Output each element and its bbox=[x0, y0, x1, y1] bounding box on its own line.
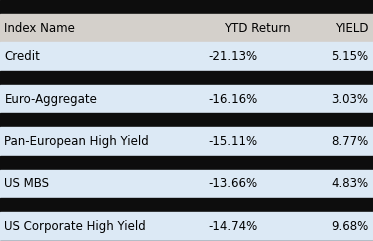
Text: -15.11%: -15.11% bbox=[208, 135, 257, 148]
Text: US Corporate High Yield: US Corporate High Yield bbox=[4, 220, 146, 233]
Bar bbox=[0, 198, 373, 212]
Text: YIELD: YIELD bbox=[335, 22, 369, 35]
Text: Credit: Credit bbox=[4, 50, 40, 63]
Text: 4.83%: 4.83% bbox=[331, 177, 369, 190]
Bar bbox=[0, 127, 373, 156]
Text: -14.74%: -14.74% bbox=[208, 220, 257, 233]
Text: 9.68%: 9.68% bbox=[331, 220, 369, 233]
Text: YTD Return: YTD Return bbox=[224, 22, 291, 35]
Text: -13.66%: -13.66% bbox=[208, 177, 257, 190]
Bar bbox=[0, 212, 373, 241]
Text: 5.15%: 5.15% bbox=[331, 50, 369, 63]
Bar bbox=[0, 42, 373, 71]
Text: Euro-Aggregate: Euro-Aggregate bbox=[4, 93, 97, 106]
Text: 3.03%: 3.03% bbox=[332, 93, 369, 106]
Text: Pan-European High Yield: Pan-European High Yield bbox=[4, 135, 149, 148]
Bar bbox=[0, 0, 373, 14]
Bar bbox=[0, 113, 373, 127]
Text: Index Name: Index Name bbox=[4, 22, 75, 35]
Bar bbox=[0, 14, 373, 42]
Text: -21.13%: -21.13% bbox=[208, 50, 257, 63]
Bar bbox=[0, 71, 373, 85]
Bar bbox=[0, 156, 373, 170]
Text: 8.77%: 8.77% bbox=[331, 135, 369, 148]
Text: -16.16%: -16.16% bbox=[208, 93, 257, 106]
Bar bbox=[0, 170, 373, 198]
Bar bbox=[0, 85, 373, 113]
Text: US MBS: US MBS bbox=[4, 177, 50, 190]
